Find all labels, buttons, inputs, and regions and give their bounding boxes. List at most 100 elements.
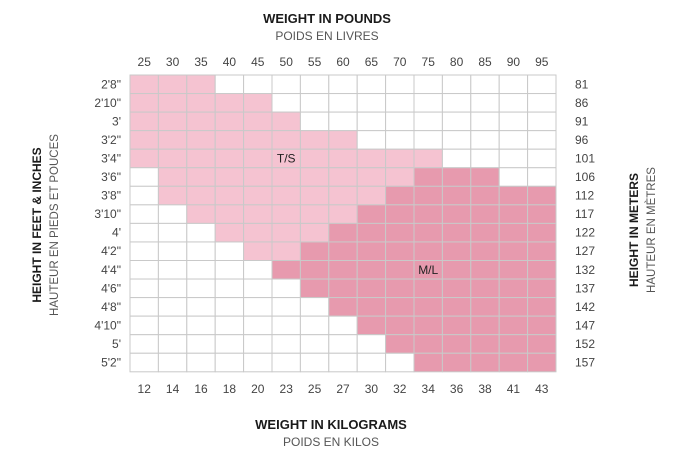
- grid-cell: [527, 167, 557, 187]
- grid-cell: [243, 241, 273, 261]
- grid-cell: [186, 222, 216, 243]
- grid-cell: [243, 111, 273, 132]
- grid-cell: [527, 130, 557, 150]
- grid-cell: [441, 315, 472, 336]
- grid-cell: [299, 315, 330, 336]
- grid-cell: [129, 93, 159, 113]
- grid-cell: [527, 352, 557, 373]
- grid-cell: [129, 334, 159, 354]
- grid-cell: [441, 74, 472, 95]
- grid-cell: [129, 74, 159, 95]
- grid-cell: [129, 185, 159, 206]
- grid-cell: [271, 315, 301, 336]
- grid-cell: [498, 148, 529, 169]
- grid-cell: [356, 278, 387, 299]
- grid-cell: [527, 148, 557, 169]
- grid-cell: [299, 334, 330, 354]
- feet-inch-tick-label: 4'6": [101, 281, 121, 295]
- grid-cell: [527, 111, 557, 132]
- grid-cell: [470, 93, 500, 113]
- grid-cell: [441, 241, 472, 261]
- grid-cell: [186, 334, 216, 354]
- grid-cell: [243, 185, 273, 206]
- grid-cells: [129, 74, 557, 373]
- grid-cell: [328, 315, 358, 336]
- grid-cell: [527, 185, 557, 206]
- grid-cell: [299, 222, 330, 243]
- grid-cell: [243, 222, 273, 243]
- grid-cell: [385, 222, 415, 243]
- meter-tick-label: 137: [575, 281, 595, 295]
- grid-cell: [157, 297, 188, 317]
- grid-cell: [470, 222, 500, 243]
- kilogram-tick-label: 25: [308, 382, 322, 396]
- feet-inch-tick-label: 4'2": [101, 244, 121, 258]
- grid-cell: [441, 278, 472, 299]
- grid-cell: [356, 130, 387, 150]
- meter-tick-label: 157: [575, 356, 595, 370]
- zone-labels: T/S M/L: [277, 151, 439, 276]
- pound-ticks: 25 30 35 40 45 50 55 60 65 70 75 80 85 90 95: [138, 55, 549, 69]
- grid-cell: [129, 297, 159, 317]
- meter-ticks: 81 86 91 96 101 106 112 117 122 127 132 137 142 147 15…: [575, 77, 595, 369]
- grid-cell: [186, 260, 216, 280]
- grid-cell: [470, 167, 500, 187]
- grid-cell: [356, 148, 387, 169]
- grid-cell: [243, 352, 273, 373]
- grid-cell: [441, 93, 472, 113]
- grid-cell: [299, 241, 330, 261]
- grid-cell: [356, 222, 387, 243]
- meter-tick-label: 96: [575, 133, 589, 147]
- grid-cell: [271, 167, 301, 187]
- grid-cell: [299, 93, 330, 113]
- grid-cell: [299, 260, 330, 280]
- grid-cell: [328, 241, 358, 261]
- grid-cell: [356, 185, 387, 206]
- grid-cell: [413, 111, 443, 132]
- grid-cell: [214, 334, 245, 354]
- grid-cell: [271, 297, 301, 317]
- pound-tick-label: 95: [535, 55, 549, 69]
- kilogram-tick-label: 36: [450, 382, 464, 396]
- meter-tick-label: 91: [575, 114, 589, 128]
- grid-cell: [328, 260, 358, 280]
- grid-cell: [413, 74, 443, 95]
- grid-cell: [413, 167, 443, 187]
- grid-cell: [243, 297, 273, 317]
- grid-cell: [214, 315, 245, 336]
- grid-cell: [243, 278, 273, 299]
- grid-cell: [441, 352, 472, 373]
- grid-cell: [129, 352, 159, 373]
- grid-cell: [157, 185, 188, 206]
- grid-cell: [186, 74, 216, 95]
- grid-cell: [157, 241, 188, 261]
- grid-cell: [328, 278, 358, 299]
- grid-cell: [356, 315, 387, 336]
- grid-cell: [214, 74, 245, 95]
- feet-inch-tick-label: 3'8": [101, 189, 121, 203]
- grid-cell: [214, 148, 245, 169]
- grid-cell: [441, 185, 472, 206]
- meter-tick-label: 147: [575, 318, 595, 332]
- grid-cell: [157, 74, 188, 95]
- kilogram-tick-label: 16: [194, 382, 208, 396]
- grid-cell: [243, 260, 273, 280]
- bottom-subtitle: POIDS EN KILOS: [283, 435, 379, 449]
- pound-tick-label: 25: [138, 55, 152, 69]
- grid-cell: [356, 204, 387, 224]
- feet-inch-tick-label: 5'2": [101, 356, 121, 370]
- grid-cell: [299, 148, 330, 169]
- grid-cell: [299, 74, 330, 95]
- grid-cell: [328, 222, 358, 243]
- grid-cell: [498, 74, 529, 95]
- grid-cell: [186, 148, 216, 169]
- grid-cell: [157, 260, 188, 280]
- grid-cell: [498, 297, 529, 317]
- grid-cell: [157, 111, 188, 132]
- grid-cell: [186, 297, 216, 317]
- pound-tick-label: 30: [166, 55, 180, 69]
- grid-cell: [441, 334, 472, 354]
- left-title: HEIGHT IN FEET & INCHES: [30, 147, 44, 302]
- zone-label: T/S: [277, 151, 296, 165]
- pound-tick-label: 45: [251, 55, 265, 69]
